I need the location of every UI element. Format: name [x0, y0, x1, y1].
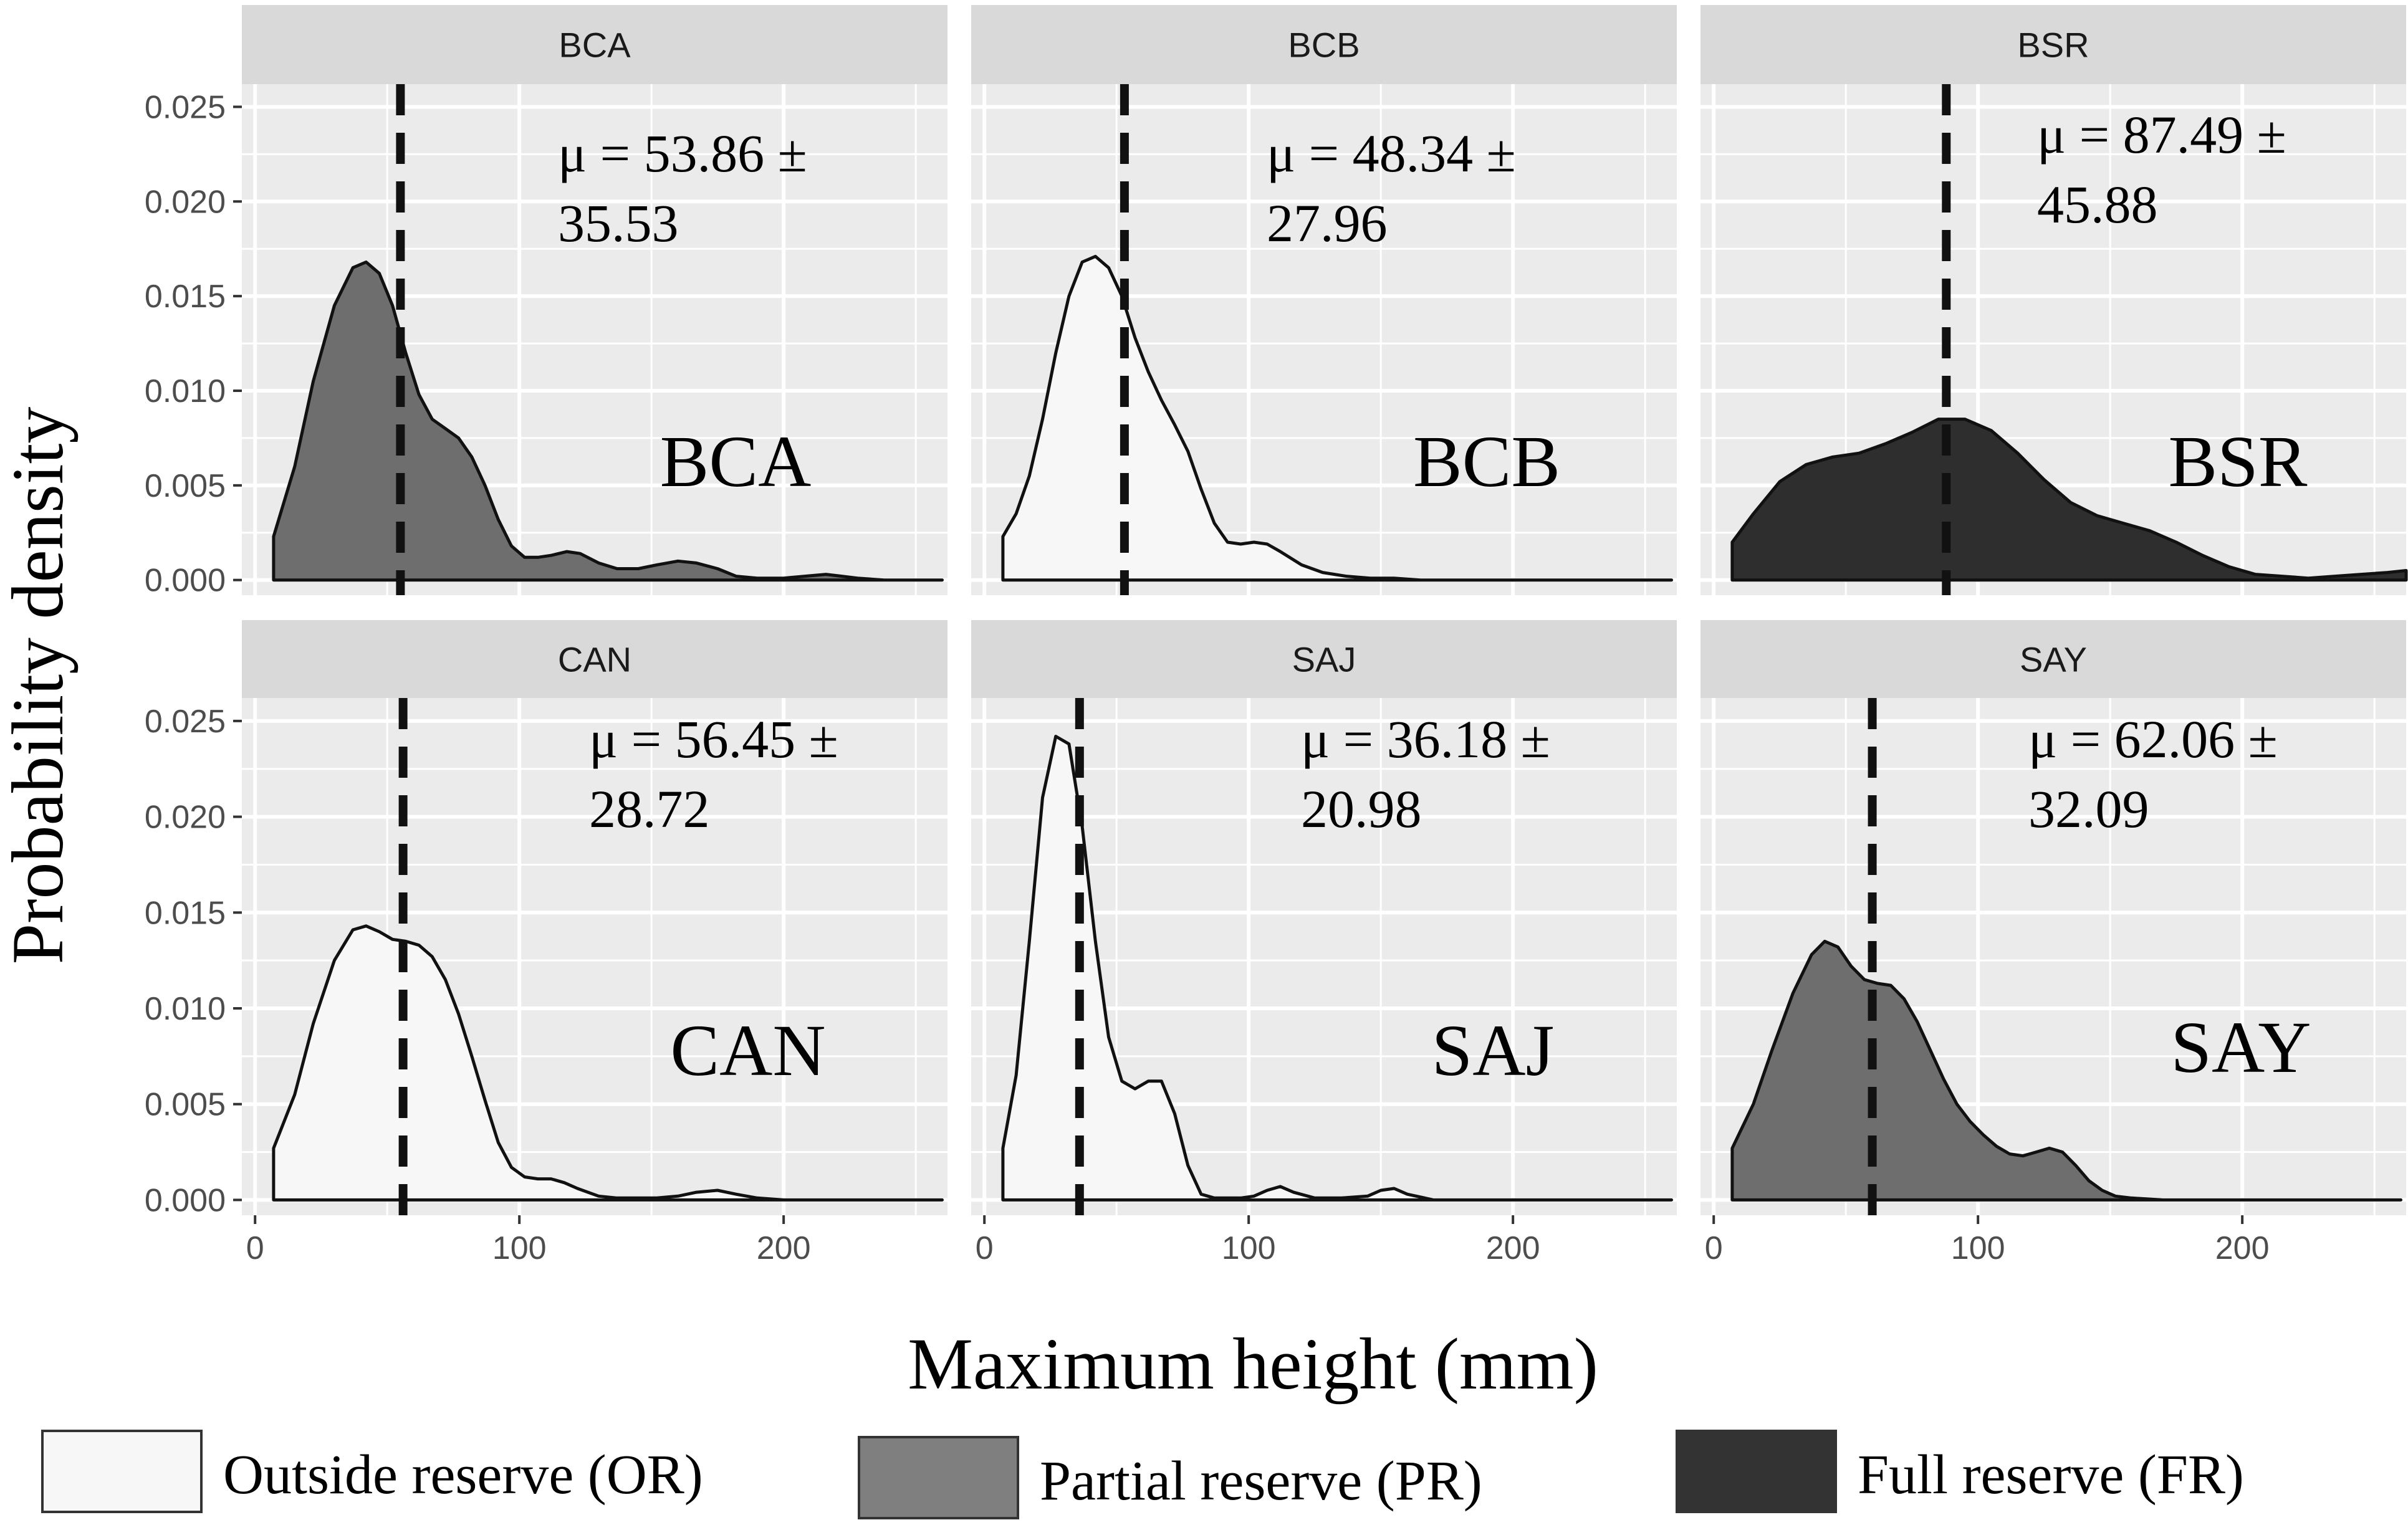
density-area — [1001, 735, 1673, 1202]
x-tick-label: 0 — [976, 1230, 994, 1266]
mean-annotation-line1: μ = 53.86 ± — [558, 123, 807, 183]
facet-strip — [1700, 5, 2406, 84]
y-tick-label: 0.005 — [145, 1087, 226, 1123]
facet-strip-label: CAN — [558, 640, 631, 679]
x-axis-title: Maximum height (mm) — [908, 1323, 1598, 1405]
site-label: BSR — [2168, 421, 2307, 502]
density-area — [1730, 418, 2408, 582]
mean-annotation-line2: 32.09 — [2028, 779, 2149, 839]
legend-swatch — [858, 1436, 1019, 1519]
mean-annotation-line2: 27.96 — [1267, 193, 1388, 253]
facet-strip — [971, 5, 1677, 84]
density-area — [1001, 254, 1673, 582]
y-tick-label: 0.010 — [145, 373, 226, 409]
y-tick-label: 0.015 — [145, 895, 226, 931]
site-label: CAN — [670, 1010, 825, 1091]
legend-label: Full reserve (FR) — [1858, 1444, 2244, 1506]
site-label: SAJ — [1432, 1010, 1555, 1091]
legend-label: Partial reserve (PR) — [1040, 1450, 1482, 1512]
x-tick-label: 200 — [757, 1230, 811, 1266]
legend-swatch — [41, 1430, 203, 1513]
facet-strip — [1700, 620, 2406, 698]
facet-strip — [242, 5, 947, 84]
y-tick-label: 0.025 — [145, 704, 226, 740]
mean-annotation-line2: 35.53 — [558, 193, 679, 253]
mean-annotation-line2: 28.72 — [589, 779, 710, 839]
x-tick-label: 0 — [246, 1230, 264, 1266]
x-tick-label: 100 — [1951, 1230, 2005, 1266]
panels-layer: BCA μ = 53.86 ± 35.53 BCA 0.000 0.005 0.010 0.0… — [145, 5, 2408, 1266]
legend-label: Outside reserve (OR) — [223, 1444, 703, 1506]
facet-strip-label: SAY — [2020, 640, 2087, 679]
mean-annotation-line1: μ = 48.34 ± — [1267, 123, 1516, 183]
facet-strip — [242, 620, 947, 698]
y-tick-label: 0.020 — [145, 184, 226, 220]
x-tick-label: 200 — [1486, 1230, 1540, 1266]
y-tick-label: 0.025 — [145, 89, 226, 125]
legend: Outside reserve (OR) Partial reserve (PR)… — [41, 1430, 2244, 1519]
density-area — [272, 924, 944, 1202]
mean-annotation-line1: μ = 62.06 ± — [2028, 709, 2278, 769]
y-tick-label: 0.015 — [145, 279, 226, 315]
y-tick-label: 0.000 — [145, 1182, 226, 1218]
x-tick-label: 200 — [2215, 1230, 2270, 1266]
x-tick-label: 0 — [1705, 1230, 1723, 1266]
y-axis-title: Probability density — [0, 407, 79, 965]
y-tick-label: 0.005 — [145, 468, 226, 504]
site-label: BCA — [660, 421, 812, 502]
legend-swatch — [1676, 1430, 1837, 1513]
mean-annotation-line2: 45.88 — [2037, 174, 2158, 234]
mean-annotation-line1: μ = 56.45 ± — [589, 709, 838, 769]
facet-strip-label: SAJ — [1292, 640, 1356, 679]
mean-annotation-line2: 20.98 — [1301, 779, 1422, 839]
facet-strip-label: BSR — [2017, 26, 2089, 65]
site-label: BCB — [1413, 421, 1560, 502]
mean-annotation-line1: μ = 87.49 ± — [2037, 105, 2286, 165]
x-tick-label: 100 — [492, 1230, 547, 1266]
facet-strip-label: BCB — [1288, 26, 1360, 65]
mean-annotation-line1: μ = 36.18 ± — [1301, 709, 1550, 769]
y-tick-label: 0.000 — [145, 563, 226, 599]
density-area — [272, 261, 944, 582]
facet-strip — [971, 620, 1677, 698]
density-area — [1730, 939, 2402, 1202]
facet-strip-label: BCA — [559, 26, 631, 65]
x-tick-label: 100 — [1222, 1230, 1276, 1266]
site-label: SAY — [2171, 1006, 2311, 1088]
y-tick-label: 0.010 — [145, 991, 226, 1027]
y-tick-label: 0.020 — [145, 800, 226, 836]
